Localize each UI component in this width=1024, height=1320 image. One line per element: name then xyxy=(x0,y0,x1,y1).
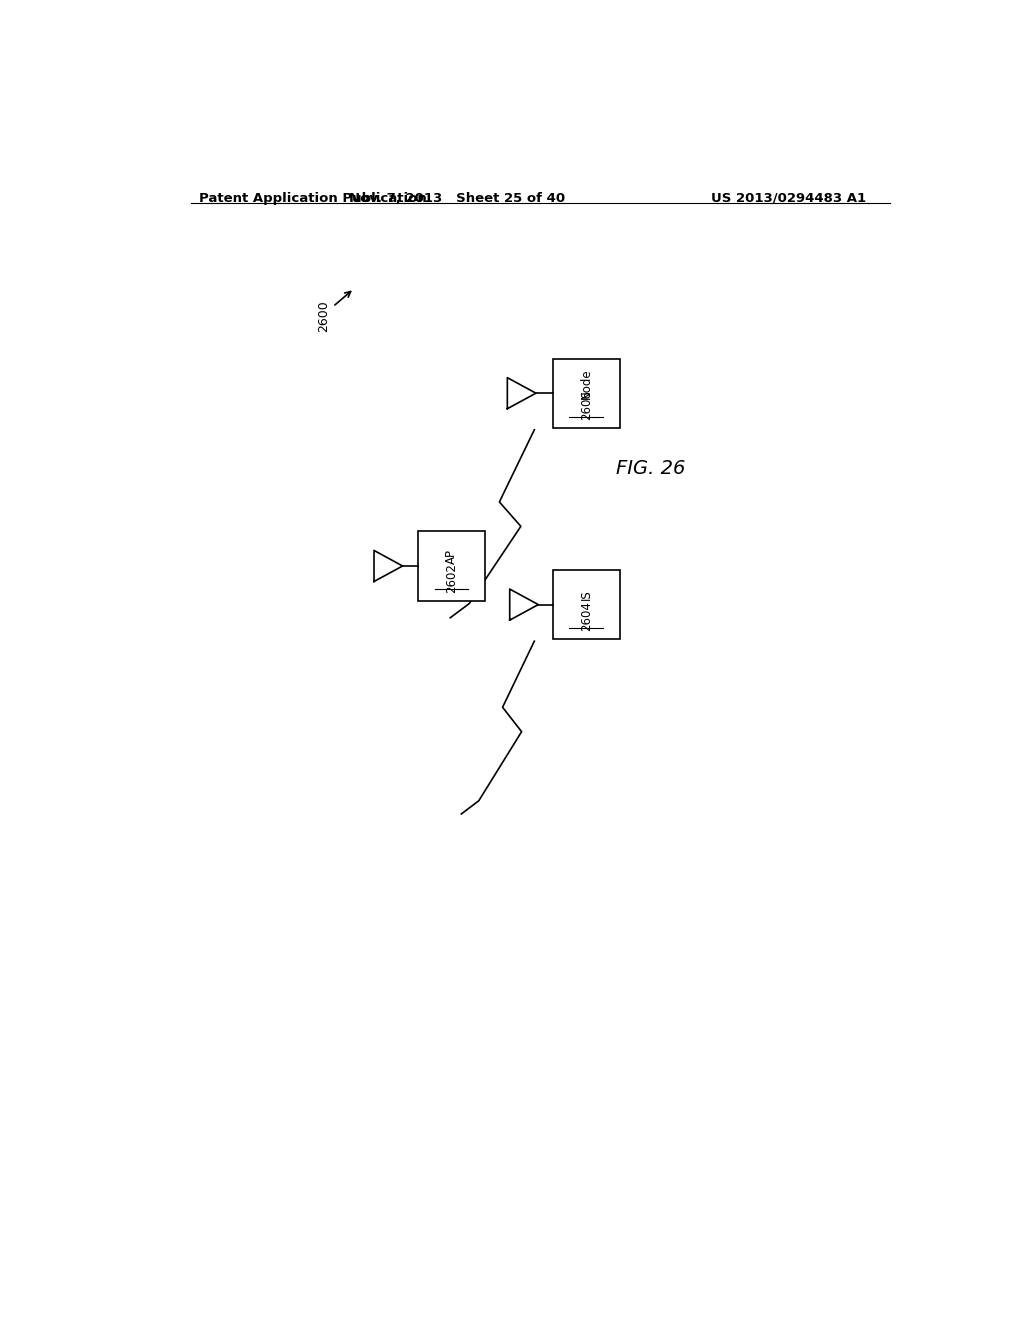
Text: 2600: 2600 xyxy=(316,300,330,331)
Text: 2606: 2606 xyxy=(580,389,593,420)
Text: Node: Node xyxy=(580,368,593,399)
Text: 2604: 2604 xyxy=(580,602,593,631)
Text: 2602: 2602 xyxy=(444,562,458,593)
Text: FIG. 26: FIG. 26 xyxy=(616,459,685,478)
Text: US 2013/0294483 A1: US 2013/0294483 A1 xyxy=(711,191,866,205)
Bar xyxy=(418,532,485,601)
Text: IS: IS xyxy=(580,590,593,601)
Text: Patent Application Publication: Patent Application Publication xyxy=(200,191,427,205)
Text: AP: AP xyxy=(444,549,458,564)
Bar xyxy=(553,570,621,639)
Bar xyxy=(553,359,621,428)
Text: Nov. 7, 2013   Sheet 25 of 40: Nov. 7, 2013 Sheet 25 of 40 xyxy=(349,191,565,205)
